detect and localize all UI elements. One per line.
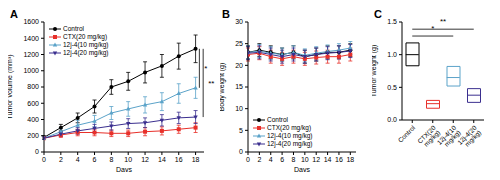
svg-text:16: 16 — [175, 156, 183, 163]
svg-text:Tumor weight (g): Tumor weight (g) — [372, 45, 378, 98]
svg-text:Tumor volume (mm³): Tumor volume (mm³) — [8, 54, 14, 119]
svg-text:10: 10 — [124, 156, 132, 163]
svg-text:18: 18 — [192, 156, 200, 163]
svg-text:**: ** — [208, 79, 214, 88]
svg-text:18: 18 — [346, 156, 354, 163]
svg-text:12: 12 — [141, 156, 149, 163]
svg-text:30: 30 — [235, 18, 243, 25]
svg-text:0: 0 — [246, 156, 250, 163]
svg-text:400: 400 — [27, 116, 39, 123]
svg-text:0: 0 — [42, 156, 46, 163]
svg-text:1.0: 1.0 — [387, 51, 397, 58]
svg-text:600: 600 — [27, 100, 39, 107]
svg-text:20: 20 — [235, 62, 243, 69]
html-text:12j-4(20 mg/kg): 12j-4(20 mg/kg) — [267, 140, 313, 147]
svg-text:Days: Days — [116, 166, 132, 172]
html-text:Control: Control — [63, 25, 84, 32]
svg-text:8: 8 — [109, 156, 113, 163]
svg-text:1600: 1600 — [23, 18, 39, 25]
svg-text:2: 2 — [59, 156, 63, 163]
svg-text:4: 4 — [76, 156, 80, 163]
svg-text:8: 8 — [292, 156, 296, 163]
svg-text:12j-4(20mg/kg): 12j-4(20mg/kg) — [456, 124, 483, 151]
svg-text:12: 12 — [312, 156, 320, 163]
svg-text:0: 0 — [239, 148, 243, 155]
html-text:12j-4(10: 12j-4(10 — [435, 124, 458, 146]
svg-text:4: 4 — [269, 156, 273, 163]
svg-text:200: 200 — [27, 132, 39, 139]
svg-text:1400: 1400 — [23, 35, 39, 42]
html-text:12j-4(10 mg/kg): 12j-4(10 mg/kg) — [267, 132, 313, 139]
html-text:CTX(20 mg/kg): CTX(20 mg/kg) — [63, 33, 108, 40]
html-text:Control: Control — [267, 116, 288, 123]
html-text:CTX(20 mg/kg): CTX(20 mg/kg) — [267, 124, 312, 131]
svg-text:**: ** — [440, 17, 446, 26]
svg-text:800: 800 — [27, 83, 39, 90]
html-text:12j-4(10 mg/kg): 12j-4(10 mg/kg) — [63, 41, 109, 48]
svg-text:0: 0 — [35, 148, 39, 155]
svg-text:*: * — [204, 64, 207, 73]
svg-text:10: 10 — [301, 156, 309, 163]
svg-text:10: 10 — [235, 105, 243, 112]
svg-text:0.0: 0.0 — [387, 116, 397, 123]
svg-text:*: * — [431, 24, 434, 33]
svg-text:Body weight (g): Body weight (g) — [220, 63, 226, 112]
svg-text:14: 14 — [324, 156, 332, 163]
html-text:mg/kg): mg/kg) — [422, 128, 442, 148]
html-text:A: A — [10, 8, 18, 20]
svg-text:5: 5 — [239, 127, 243, 134]
svg-text:Control: Control — [396, 124, 416, 144]
svg-text:6: 6 — [280, 156, 284, 163]
svg-text:1.5: 1.5 — [387, 18, 397, 25]
svg-text:1000: 1000 — [23, 67, 39, 74]
html-text:12j-4(20 mg/kg): 12j-4(20 mg/kg) — [63, 49, 109, 56]
svg-text:0.5: 0.5 — [387, 84, 397, 91]
svg-text:25: 25 — [235, 40, 243, 47]
svg-text:1200: 1200 — [23, 51, 39, 58]
svg-text:2: 2 — [257, 156, 261, 163]
html-text:C: C — [374, 8, 382, 20]
svg-text:16: 16 — [335, 156, 343, 163]
svg-text:14: 14 — [158, 156, 166, 163]
html-text:B: B — [222, 8, 230, 20]
svg-text:Days: Days — [294, 166, 310, 172]
html-text:CTX(20: CTX(20 — [415, 124, 437, 145]
svg-text:15: 15 — [235, 83, 243, 90]
html-text:mg/kg): mg/kg) — [442, 128, 462, 148]
svg-text:6: 6 — [93, 156, 97, 163]
